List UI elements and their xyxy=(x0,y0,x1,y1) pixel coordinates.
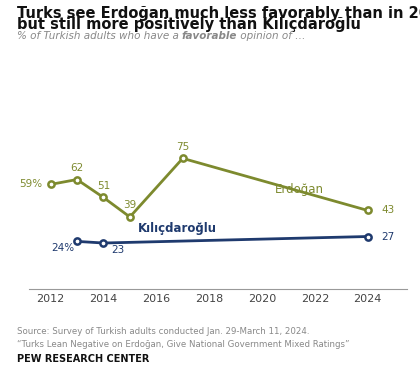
Text: opinion of …: opinion of … xyxy=(237,31,306,41)
Text: favorable: favorable xyxy=(182,31,237,41)
Text: 23: 23 xyxy=(111,245,125,255)
Text: % of Turkish adults who have a: % of Turkish adults who have a xyxy=(17,31,182,41)
Text: Erdoğan: Erdoğan xyxy=(275,183,324,196)
Text: “Turks Lean Negative on Erdoğan, Give National Government Mixed Ratings”: “Turks Lean Negative on Erdoğan, Give Na… xyxy=(17,340,349,349)
Text: 27: 27 xyxy=(381,232,394,242)
Text: 39: 39 xyxy=(123,201,136,211)
Text: Kılıçdaroğlu: Kılıçdaroğlu xyxy=(138,222,217,235)
Text: 51: 51 xyxy=(97,181,110,191)
Text: Turks see Erdoğan much less favorably than in 2017,: Turks see Erdoğan much less favorably th… xyxy=(17,6,420,21)
Text: 59%: 59% xyxy=(19,179,42,189)
Text: 24%: 24% xyxy=(51,243,74,253)
Text: PEW RESEARCH CENTER: PEW RESEARCH CENTER xyxy=(17,354,149,364)
Text: Source: Survey of Turkish adults conducted Jan. 29-March 11, 2024.: Source: Survey of Turkish adults conduct… xyxy=(17,327,309,336)
Text: but still more positively than Kılıçdaroğlu: but still more positively than Kılıçdaro… xyxy=(17,17,361,32)
Text: 43: 43 xyxy=(381,205,394,215)
Text: 62: 62 xyxy=(71,163,84,173)
Text: 75: 75 xyxy=(176,142,189,152)
